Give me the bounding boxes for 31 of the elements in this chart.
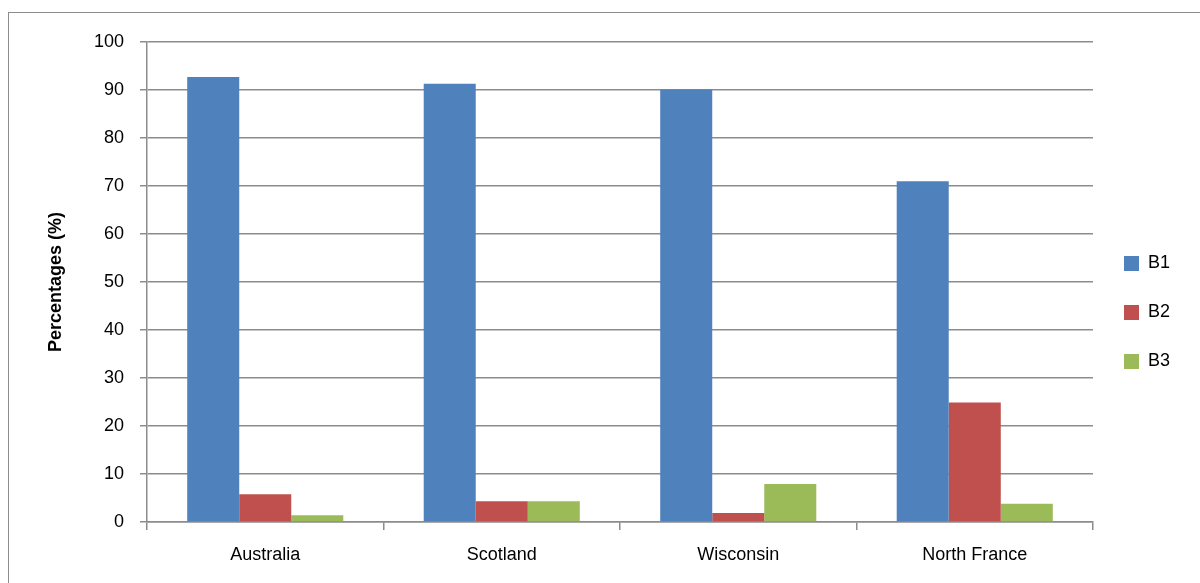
y-tick-label: 20: [103, 414, 124, 435]
legend-label: B3: [1148, 350, 1171, 371]
bar: [423, 83, 476, 522]
y-tick-label: 10: [103, 462, 124, 483]
bar: [475, 501, 528, 522]
bar: [1000, 503, 1053, 522]
bar: [527, 501, 580, 522]
x-tick-label: Australia: [230, 543, 302, 564]
y-tick-label: 50: [103, 270, 124, 291]
bar: [291, 515, 344, 522]
legend-label: B1: [1148, 252, 1171, 273]
y-axis-title: Percentages (%): [44, 211, 65, 353]
x-tick-label: Wisconsin: [697, 543, 780, 564]
bar: [948, 402, 1001, 522]
y-tick-label: 40: [103, 318, 124, 339]
bar: [764, 484, 817, 522]
x-tick-label: North France: [922, 543, 1028, 564]
bar: [239, 494, 292, 522]
y-tick-label: 80: [103, 126, 124, 147]
y-tick-label: 30: [103, 366, 124, 387]
bar: [712, 512, 765, 522]
y-tick-label: 70: [103, 174, 124, 195]
y-tick-label: 90: [103, 78, 124, 99]
bar: [660, 89, 713, 522]
bar: [896, 181, 949, 522]
y-tick-label: 100: [93, 30, 124, 51]
bar: [187, 77, 240, 522]
y-tick-label: 0: [113, 510, 124, 531]
legend-label: B2: [1148, 301, 1171, 322]
y-tick-label: 60: [103, 222, 124, 243]
x-tick-label: Scotland: [466, 543, 537, 564]
